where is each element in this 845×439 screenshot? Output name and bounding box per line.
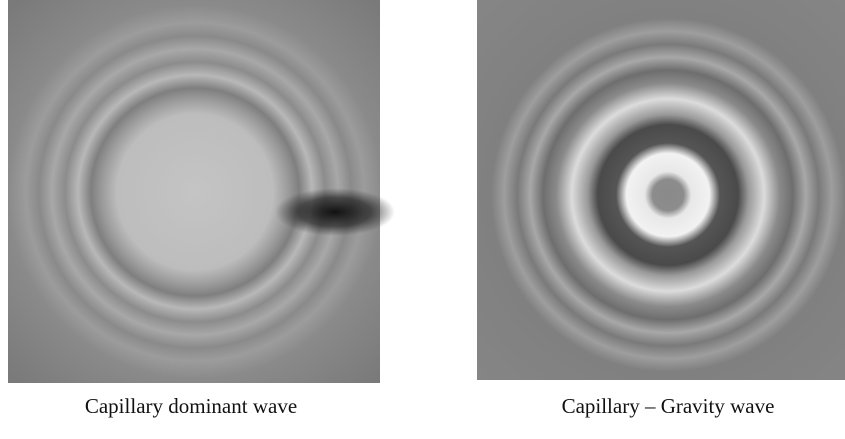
caption: Capillary dominant wave: [85, 394, 297, 418]
caption: Capillary – Gravity wave: [562, 394, 775, 418]
panel-right-image: [477, 0, 845, 380]
panel-left-image: [8, 0, 395, 383]
